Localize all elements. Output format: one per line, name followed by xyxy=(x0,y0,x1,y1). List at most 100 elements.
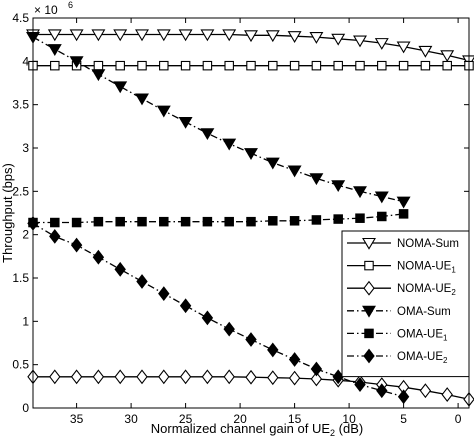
data-point xyxy=(137,60,147,71)
legend-label-sub: 2 xyxy=(443,356,448,365)
legend-marker xyxy=(364,260,374,271)
x-tick-label: 20 xyxy=(233,412,247,426)
data-point xyxy=(91,29,106,42)
x-tick-label: 0 xyxy=(455,412,462,426)
data-point xyxy=(70,369,83,385)
data-point xyxy=(49,228,61,244)
data-point xyxy=(441,387,453,402)
data-point xyxy=(222,29,237,42)
y-tick-label: 3 xyxy=(22,141,29,155)
x-axis-title: Normalized channel gain of UE2 (dB) xyxy=(151,421,363,438)
data-point xyxy=(180,216,191,227)
data-point xyxy=(49,369,61,385)
data-point xyxy=(113,29,128,42)
data-point xyxy=(331,33,346,46)
data-point xyxy=(289,216,300,226)
series-2 xyxy=(28,60,474,71)
legend-label-main: NOMA-Sum xyxy=(397,238,459,250)
data-point xyxy=(309,173,324,186)
data-point xyxy=(267,370,279,386)
data-point xyxy=(91,69,106,82)
data-point xyxy=(354,377,366,393)
data-point xyxy=(156,105,171,118)
data-point xyxy=(376,383,388,399)
legend-marker xyxy=(362,305,376,318)
data-point xyxy=(311,60,322,71)
data-point xyxy=(267,342,279,358)
legend-label-sub: 1 xyxy=(451,266,456,275)
x-tick-label: 15 xyxy=(288,412,302,426)
data-point xyxy=(135,93,149,106)
legend: NOMA-SumNOMA-UE1NOMA-UE2OMA-SumOMA-UE1OM… xyxy=(341,230,470,378)
x-tick-label: 25 xyxy=(179,412,193,426)
data-point xyxy=(245,332,257,347)
data-point xyxy=(223,321,235,337)
data-point xyxy=(311,215,322,225)
data-point xyxy=(288,370,301,386)
data-point xyxy=(331,180,346,193)
x-axis-title-sub: 2 xyxy=(330,428,335,438)
data-point xyxy=(113,81,128,94)
y-exponent-power: 6 xyxy=(68,0,73,10)
data-point xyxy=(202,216,213,227)
data-point xyxy=(92,369,105,385)
data-point xyxy=(245,369,257,385)
y-tick-label: 1 xyxy=(22,314,29,328)
data-point xyxy=(136,369,148,385)
plot-frame xyxy=(32,17,470,409)
legend-marker xyxy=(364,328,374,339)
data-point xyxy=(93,60,104,71)
legend-label-sub: 1 xyxy=(443,333,448,342)
data-point xyxy=(179,298,192,314)
data-point xyxy=(377,211,387,222)
legend-marker xyxy=(363,280,375,296)
x-tick-label: 35 xyxy=(70,412,84,426)
data-point xyxy=(333,60,343,71)
data-point xyxy=(92,249,105,265)
y-tick-label: 0 xyxy=(22,401,29,415)
legend-label: NOMA-Sum xyxy=(397,238,459,250)
data-point xyxy=(71,217,82,228)
data-point xyxy=(136,274,148,289)
data-point xyxy=(268,216,278,226)
data-point xyxy=(158,369,170,385)
legend-marker xyxy=(363,348,375,364)
data-point xyxy=(246,216,256,227)
data-point xyxy=(47,44,62,56)
data-point xyxy=(333,214,343,224)
series-line xyxy=(32,36,404,203)
data-point xyxy=(180,60,191,71)
legend-label: OMA-UE1 xyxy=(397,328,448,342)
y-exponent-base: × 10 xyxy=(34,3,58,17)
legend-label: OMA-Sum xyxy=(397,306,451,318)
x-tick-label: 5 xyxy=(400,412,407,426)
data-point xyxy=(70,237,83,253)
data-point xyxy=(224,60,234,71)
data-point xyxy=(244,148,258,160)
legend-marker xyxy=(362,237,376,250)
data-point xyxy=(310,371,323,387)
data-point xyxy=(135,29,149,42)
data-point xyxy=(244,30,258,43)
legend-label-sub: 2 xyxy=(451,288,456,297)
data-point xyxy=(265,30,280,43)
data-point xyxy=(396,196,411,209)
data-point xyxy=(159,60,169,71)
ticks-layer: 0 0.5 1 1.5 2 2.5 3 3.5 4 4.5 35 30 25 20 15 10 5 0 xyxy=(12,11,469,426)
data-point xyxy=(374,38,389,50)
legend-label-main: OMA-UE xyxy=(397,328,443,340)
data-point xyxy=(137,216,147,227)
data-point xyxy=(353,35,367,48)
data-point xyxy=(47,29,62,42)
legend-label: NOMA-UE2 xyxy=(397,283,456,297)
data-point xyxy=(287,31,302,43)
x-tick-label: 30 xyxy=(124,412,138,426)
data-point xyxy=(69,29,84,42)
data-point xyxy=(268,60,278,71)
data-point xyxy=(309,32,324,44)
data-point xyxy=(114,261,126,277)
data-point xyxy=(201,310,214,326)
data-point xyxy=(201,369,214,385)
data-point xyxy=(310,361,323,377)
